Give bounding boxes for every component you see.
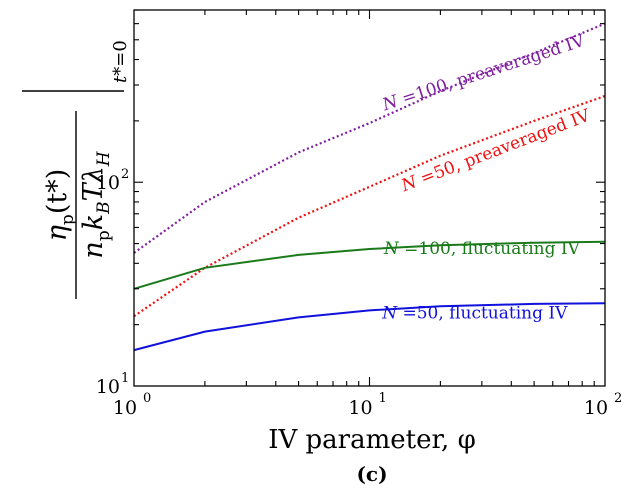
ylabel-n: n xyxy=(78,241,109,258)
y-tick-exp-1: 2 xyxy=(121,167,129,182)
series-line-3 xyxy=(133,240,606,290)
ylabel-k: k xyxy=(78,214,109,230)
ticks-layer: 10 0 10 1 10 210 110 2 xyxy=(96,9,622,419)
ylabel-lambda: λ xyxy=(78,166,109,184)
x-tick-exp-1: 1 xyxy=(379,391,387,406)
x-tick-exp-0: 0 xyxy=(143,391,151,406)
series-label-4: N =50, fluctuating IV xyxy=(381,303,568,323)
svg-text:t*=0: t*=0 xyxy=(110,40,131,83)
ylabel-num-rest: (t*) xyxy=(42,169,73,214)
ylabel-n-sub: p xyxy=(94,230,114,241)
subfigure-label: (c) xyxy=(356,462,387,486)
x-tick-label-2: 10 xyxy=(584,397,608,419)
svg-text:npkBTλH: npkBTλH xyxy=(78,150,114,258)
y-axis-label: ηp(t*) npkBTλH t*=0 xyxy=(22,40,131,299)
y-tick-exp-0: 1 xyxy=(121,371,129,386)
x-tick-label-0: 10 xyxy=(113,397,137,419)
ylabel-eta-sub: p xyxy=(58,214,78,225)
ylabel-eta: η xyxy=(42,225,73,241)
series-label-1: N =100, preaveraged IV xyxy=(379,31,588,116)
ylabel-eval-rest: =0 xyxy=(110,40,131,67)
ylabel-k-sub: B xyxy=(94,201,114,215)
y-tick-label-0: 10 xyxy=(96,376,120,398)
y-tick-label-1: 10 xyxy=(96,172,120,194)
series-labels: N =100, preaveraged IVN =50, preaveraged… xyxy=(379,31,593,323)
ylabel-T: T xyxy=(78,181,109,201)
x-tick-exp-2: 2 xyxy=(614,391,622,406)
series-label-2: N =50, preaveraged IV xyxy=(398,105,594,196)
series-layer xyxy=(133,22,606,352)
series-label-3: N =100, fluctuating IV xyxy=(383,239,581,259)
series-line-4 xyxy=(133,302,606,352)
x-axis-label: IV parameter, φ xyxy=(268,425,476,455)
ylabel-lambda-sub: H xyxy=(94,150,114,167)
ylabel-eval-t: t* xyxy=(110,67,131,83)
svg-text:ηp(t*): ηp(t*) xyxy=(42,169,78,242)
series-line-2 xyxy=(133,94,606,318)
x-tick-label-1: 10 xyxy=(348,397,372,419)
